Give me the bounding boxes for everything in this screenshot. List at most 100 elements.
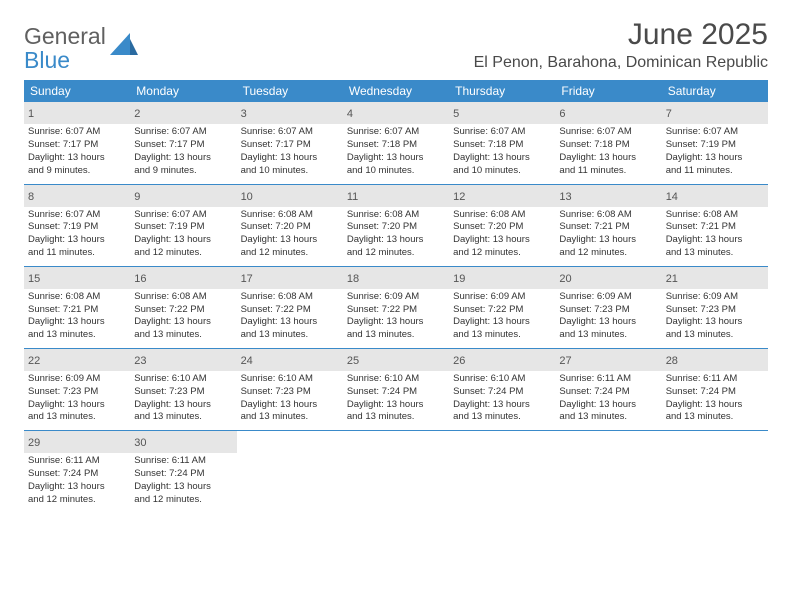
day-number-row: 8: [24, 185, 130, 207]
day-info-line: Sunset: 7:17 PM: [28, 139, 126, 152]
day-number-row: 23: [130, 349, 236, 371]
day-info-line: and 13 minutes.: [559, 329, 657, 342]
day-info-line: Daylight: 13 hours: [559, 316, 657, 329]
day-header-sunday: Sunday: [24, 80, 130, 102]
day-info-line: Daylight: 13 hours: [134, 399, 232, 412]
day-cell: 3Sunrise: 6:07 AMSunset: 7:17 PMDaylight…: [237, 102, 343, 183]
week-row: 15Sunrise: 6:08 AMSunset: 7:21 PMDayligh…: [24, 267, 768, 349]
day-info-line: Daylight: 13 hours: [453, 152, 551, 165]
day-info-line: and 13 minutes.: [134, 329, 232, 342]
day-number: 15: [28, 273, 40, 285]
day-info-line: Sunset: 7:23 PM: [28, 386, 126, 399]
day-cell: 5Sunrise: 6:07 AMSunset: 7:18 PMDaylight…: [449, 102, 555, 183]
day-info-line: Daylight: 13 hours: [559, 234, 657, 247]
day-info-line: Sunset: 7:20 PM: [241, 221, 339, 234]
day-info-line: Sunset: 7:22 PM: [241, 304, 339, 317]
day-info-line: Sunrise: 6:09 AM: [666, 291, 764, 304]
day-number: 6: [559, 108, 565, 120]
day-number: 9: [134, 191, 140, 203]
day-info-line: Sunset: 7:18 PM: [453, 139, 551, 152]
logo-line1: General: [24, 23, 106, 49]
day-info-line: Daylight: 13 hours: [28, 234, 126, 247]
day-info-line: Sunset: 7:24 PM: [666, 386, 764, 399]
day-header-monday: Monday: [130, 80, 236, 102]
day-info-line: and 9 minutes.: [28, 165, 126, 178]
day-number-row: 28: [662, 349, 768, 371]
day-info-line: Sunset: 7:23 PM: [666, 304, 764, 317]
day-info-line: Sunrise: 6:10 AM: [347, 373, 445, 386]
day-number: 16: [134, 273, 146, 285]
day-info-line: and 13 minutes.: [28, 411, 126, 424]
day-number: 12: [453, 191, 465, 203]
day-info-line: Sunset: 7:17 PM: [134, 139, 232, 152]
day-number: 23: [134, 355, 146, 367]
day-number-row: 4: [343, 102, 449, 124]
day-number: 26: [453, 355, 465, 367]
day-cell: 19Sunrise: 6:09 AMSunset: 7:22 PMDayligh…: [449, 267, 555, 348]
day-cell: 7Sunrise: 6:07 AMSunset: 7:19 PMDaylight…: [662, 102, 768, 183]
day-info-line: Sunrise: 6:08 AM: [28, 291, 126, 304]
logo-text: General Blue: [24, 24, 106, 72]
day-info-line: Sunset: 7:24 PM: [134, 468, 232, 481]
day-info-line: Sunrise: 6:08 AM: [559, 209, 657, 222]
day-cell: 2Sunrise: 6:07 AMSunset: 7:17 PMDaylight…: [130, 102, 236, 183]
day-number-row: 15: [24, 267, 130, 289]
day-info-line: Sunset: 7:24 PM: [453, 386, 551, 399]
day-number: 11: [347, 191, 358, 203]
day-info-line: and 13 minutes.: [559, 411, 657, 424]
day-cell: 28Sunrise: 6:11 AMSunset: 7:24 PMDayligh…: [662, 349, 768, 430]
day-info-line: Sunset: 7:19 PM: [28, 221, 126, 234]
calendar: Sunday Monday Tuesday Wednesday Thursday…: [24, 80, 768, 512]
day-number: 1: [28, 108, 34, 120]
day-number-row: 27: [555, 349, 661, 371]
day-info-line: and 9 minutes.: [134, 165, 232, 178]
day-cell: 15Sunrise: 6:08 AMSunset: 7:21 PMDayligh…: [24, 267, 130, 348]
page-subtitle: El Penon, Barahona, Dominican Republic: [474, 54, 768, 72]
day-info-line: Sunrise: 6:07 AM: [28, 126, 126, 139]
day-number-row: 14: [662, 185, 768, 207]
day-cell: 10Sunrise: 6:08 AMSunset: 7:20 PMDayligh…: [237, 185, 343, 266]
day-info-line: Sunset: 7:18 PM: [559, 139, 657, 152]
day-number-row: 30: [130, 431, 236, 453]
day-number-row: 16: [130, 267, 236, 289]
day-number: 18: [347, 273, 359, 285]
day-info-line: Sunrise: 6:08 AM: [134, 291, 232, 304]
day-cell: 29Sunrise: 6:11 AMSunset: 7:24 PMDayligh…: [24, 431, 130, 512]
day-info-line: Sunrise: 6:11 AM: [134, 455, 232, 468]
day-cell: 24Sunrise: 6:10 AMSunset: 7:23 PMDayligh…: [237, 349, 343, 430]
day-number-row: 11: [343, 185, 449, 207]
day-number: 22: [28, 355, 40, 367]
day-info-line: Sunset: 7:22 PM: [134, 304, 232, 317]
day-number: 29: [28, 437, 40, 449]
day-info-line: Daylight: 13 hours: [241, 234, 339, 247]
day-info-line: Sunset: 7:21 PM: [28, 304, 126, 317]
day-number: 24: [241, 355, 253, 367]
day-info-line: Daylight: 13 hours: [666, 152, 764, 165]
day-number: 3: [241, 108, 247, 120]
day-info-line: Sunrise: 6:09 AM: [347, 291, 445, 304]
day-info-line: and 12 minutes.: [347, 247, 445, 260]
day-cell: 11Sunrise: 6:08 AMSunset: 7:20 PMDayligh…: [343, 185, 449, 266]
day-number: 5: [453, 108, 459, 120]
day-info-line: Sunrise: 6:10 AM: [453, 373, 551, 386]
day-info-line: Daylight: 13 hours: [453, 399, 551, 412]
day-info-line: Sunset: 7:24 PM: [347, 386, 445, 399]
day-header-row: Sunday Monday Tuesday Wednesday Thursday…: [24, 80, 768, 102]
day-info-line: Sunrise: 6:09 AM: [453, 291, 551, 304]
day-info-line: Sunrise: 6:08 AM: [241, 209, 339, 222]
day-info-line: and 12 minutes.: [134, 494, 232, 507]
weeks-container: 1Sunrise: 6:07 AMSunset: 7:17 PMDaylight…: [24, 102, 768, 512]
day-cell: [237, 431, 343, 512]
day-info-line: and 10 minutes.: [241, 165, 339, 178]
day-cell: 13Sunrise: 6:08 AMSunset: 7:21 PMDayligh…: [555, 185, 661, 266]
day-info-line: Sunrise: 6:07 AM: [559, 126, 657, 139]
day-info-line: and 13 minutes.: [347, 411, 445, 424]
day-info-line: Sunrise: 6:07 AM: [347, 126, 445, 139]
day-number: 17: [241, 273, 253, 285]
day-info-line: and 13 minutes.: [241, 411, 339, 424]
day-info-line: Sunset: 7:24 PM: [28, 468, 126, 481]
day-number-row: 7: [662, 102, 768, 124]
day-info-line: Sunrise: 6:07 AM: [134, 126, 232, 139]
day-info-line: and 13 minutes.: [241, 329, 339, 342]
day-info-line: Daylight: 13 hours: [28, 481, 126, 494]
